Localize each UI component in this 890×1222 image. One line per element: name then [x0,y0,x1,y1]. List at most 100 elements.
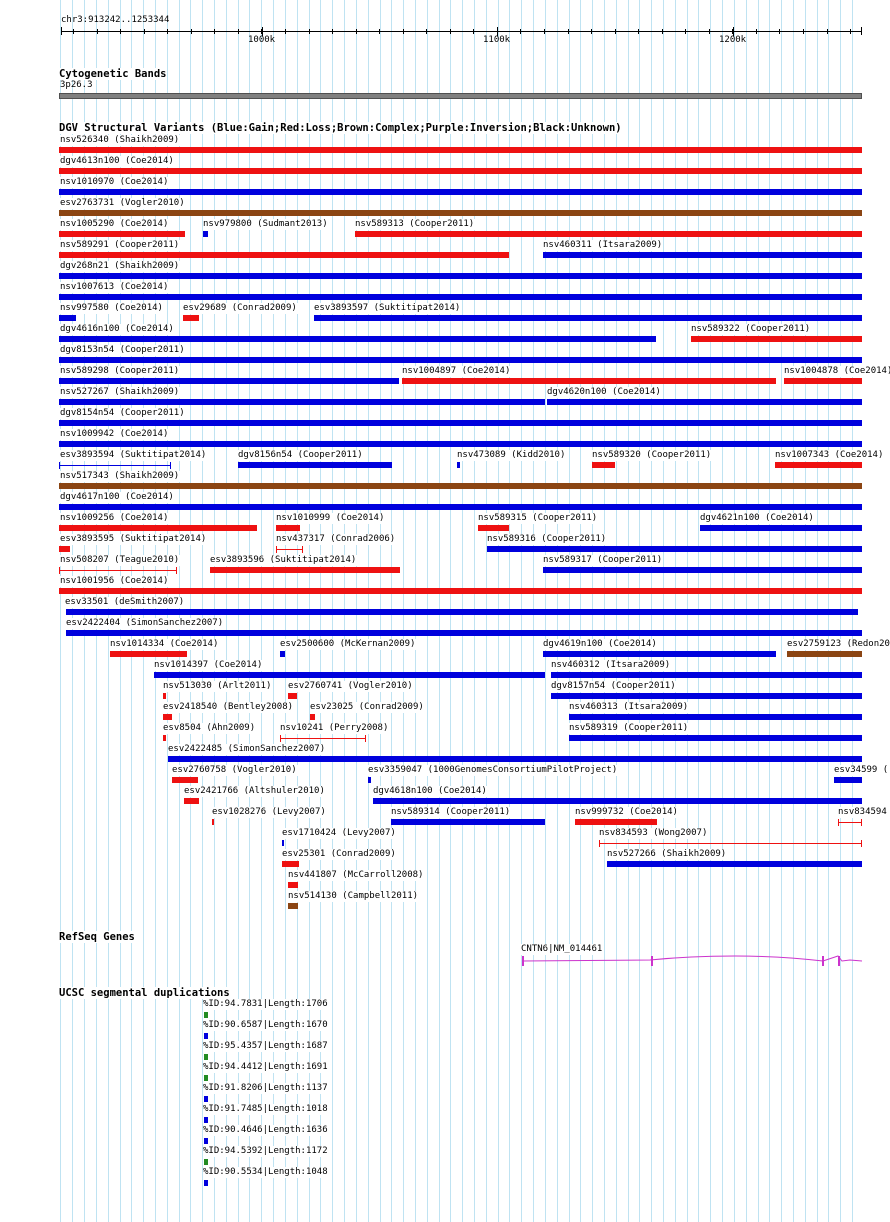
variant-line[interactable] [838,822,862,823]
variant-line[interactable] [599,843,862,844]
variant-bar[interactable] [59,441,862,447]
variant-bar[interactable] [575,819,657,825]
variant-bar[interactable] [66,630,862,636]
variant-bar[interactable] [478,525,509,531]
variant-bar[interactable] [59,378,399,384]
segdup-bar[interactable] [204,1075,208,1081]
variant-bar[interactable] [282,840,284,846]
segdup-bar[interactable] [204,1180,208,1186]
variant-bar[interactable] [59,357,862,363]
variant-bar[interactable] [569,735,862,741]
variant-bar[interactable] [402,378,776,384]
variant-bar[interactable] [391,819,545,825]
segdup-bar[interactable] [204,1138,208,1144]
ruler-minor-tick [379,29,380,34]
variant-bar[interactable] [59,252,509,258]
variant-bar[interactable] [547,399,862,405]
variant-bar[interactable] [288,693,297,699]
variant-bar[interactable] [551,672,862,678]
segdup-bar[interactable] [204,1117,208,1123]
variant-bar[interactable] [203,231,208,237]
variant-bar[interactable] [355,231,862,237]
variant-label: nsv1014334 (Coe2014) [110,639,220,650]
variant-line[interactable] [59,570,177,571]
variant-bar[interactable] [276,525,300,531]
variant-bar[interactable] [59,399,545,405]
variant-bar[interactable] [59,336,656,342]
variant-bar[interactable] [59,294,862,300]
variant-bar[interactable] [59,273,862,279]
variant-bar[interactable] [543,252,862,258]
variant-bar[interactable] [168,756,862,762]
variant-label: nsv589298 (Cooper2011) [60,366,181,377]
variant-bar[interactable] [314,315,862,321]
gene-model[interactable] [520,952,865,972]
variant-bar[interactable] [59,189,862,195]
variant-bar[interactable] [282,861,299,867]
variant-label: esv2422404 (SimonSanchez2007) [66,618,225,629]
variant-label: nsv1007613 (Coe2014) [60,282,170,293]
variant-label: esv3893595 (Suktitipat2014) [60,534,208,545]
variant-bar[interactable] [59,483,862,489]
variant-bar[interactable] [154,672,545,678]
variant-bar[interactable] [183,315,199,321]
segdup-bar[interactable] [204,1012,208,1018]
segdup-bar[interactable] [204,1033,208,1039]
variant-bar[interactable] [59,504,862,510]
segdup-bar[interactable] [204,1096,208,1102]
variant-line[interactable] [280,738,366,739]
variant-bar[interactable] [787,651,862,657]
ruler-minor-tick [615,29,616,34]
variant-bar[interactable] [551,693,862,699]
variant-bar[interactable] [184,798,199,804]
variant-bar[interactable] [172,777,198,783]
variant-bar[interactable] [110,651,187,657]
variant-bar[interactable] [163,735,166,741]
segdup-bar[interactable] [204,1054,208,1060]
variant-line[interactable] [276,549,303,550]
variant-bar[interactable] [373,798,862,804]
variant-bar[interactable] [487,546,862,552]
variant-bar[interactable] [59,546,70,552]
variant-bar[interactable] [457,462,460,468]
variant-bar[interactable] [238,462,392,468]
variant-bar[interactable] [368,777,371,783]
variant-bar[interactable] [59,168,862,174]
variant-bar[interactable] [66,609,858,615]
variant-bar[interactable] [59,525,257,531]
variant-bar[interactable] [59,588,862,594]
variant-bar[interactable] [280,651,285,657]
gene-exon [822,956,824,966]
variant-bar[interactable] [59,231,185,237]
ruler-minor-tick [356,29,357,34]
variant-bar[interactable] [700,525,862,531]
variant-bar[interactable] [210,567,400,573]
cytoband-bar[interactable] [59,93,862,99]
variant-bar[interactable] [834,777,862,783]
variant-label: nsv1001956 (Coe2014) [60,576,170,587]
segdup-label: %ID:94.5392|Length:1172 [203,1146,329,1157]
variant-bar[interactable] [607,861,862,867]
segdup-bar[interactable] [204,1159,208,1165]
variant-bar[interactable] [59,420,862,426]
variant-bar[interactable] [212,819,214,825]
variant-bar[interactable] [163,714,172,720]
variant-line-end [302,546,303,553]
variant-label: nsv589316 (Cooper2011) [487,534,608,545]
variant-bar[interactable] [784,378,862,384]
variant-bar[interactable] [163,693,166,699]
variant-bar[interactable] [543,567,862,573]
variant-bar[interactable] [310,714,315,720]
variant-bar[interactable] [775,462,862,468]
variant-bar[interactable] [569,714,862,720]
variant-bar[interactable] [288,882,298,888]
variant-line[interactable] [59,465,171,466]
variant-bar[interactable] [592,462,615,468]
variant-bar[interactable] [543,651,776,657]
variant-bar[interactable] [59,210,862,216]
variant-bar[interactable] [288,903,298,909]
variant-bar[interactable] [59,315,76,321]
variant-bar[interactable] [59,147,862,153]
variant-bar[interactable] [691,336,862,342]
ruler-minor-tick [497,29,498,34]
